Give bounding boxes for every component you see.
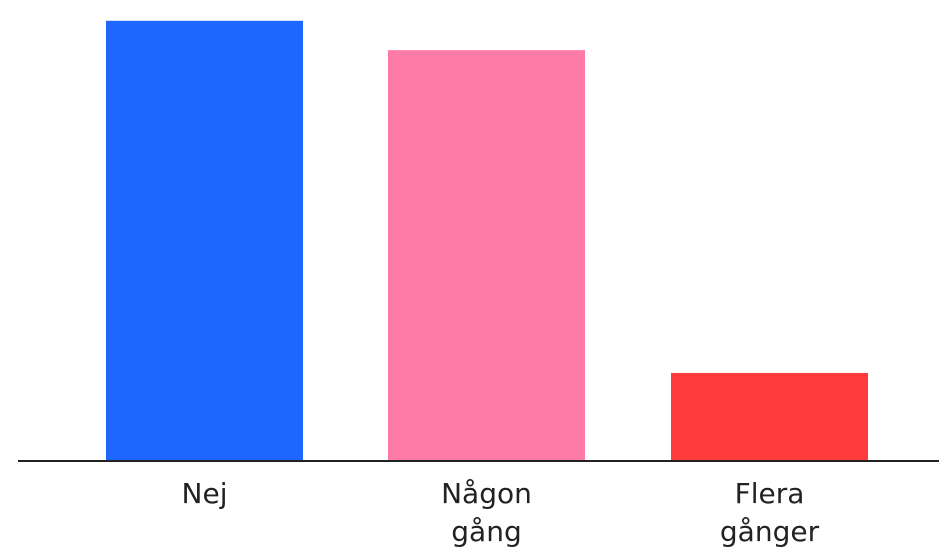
category-label-0-line-0: Nej bbox=[182, 477, 228, 510]
category-label-1-line-0: Någon bbox=[441, 477, 532, 510]
category-label-1: Någon gång bbox=[441, 477, 532, 548]
bar-1 bbox=[388, 50, 585, 462]
category-labels-group: Nej Någon gång Flera gånger bbox=[182, 477, 820, 548]
category-label-2: Flera gånger bbox=[720, 477, 820, 548]
bar-0 bbox=[106, 20, 303, 462]
category-label-1-line-1: gång bbox=[451, 515, 521, 548]
category-label-0: Nej bbox=[182, 477, 228, 510]
category-label-2-line-0: Flera bbox=[735, 477, 805, 510]
category-label-2-line-1: gånger bbox=[720, 515, 820, 548]
bar-2 bbox=[671, 372, 868, 461]
bars-group bbox=[106, 20, 868, 462]
